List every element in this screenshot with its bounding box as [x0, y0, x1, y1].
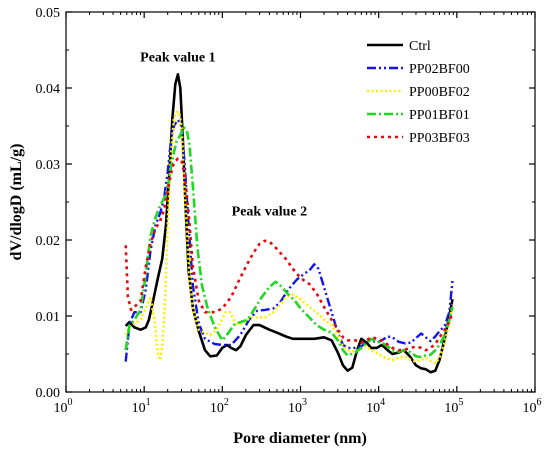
peak-annotation: Peak value 2 — [232, 205, 307, 220]
legend-label: PP03BF03 — [409, 131, 470, 146]
y-tick-label: 0.00 — [36, 386, 61, 401]
x-tick-label: 103 — [288, 397, 307, 416]
series-layer — [124, 73, 454, 374]
series-line-pp03bf03 — [124, 157, 454, 352]
x-tick-label: 100 — [54, 397, 73, 416]
x-tick-label: 102 — [210, 397, 229, 416]
y-tick-label: 0.04 — [36, 82, 61, 97]
y-axis-title: dV/dlogD (mL/g) — [8, 144, 25, 261]
y-tick-label: 0.05 — [36, 6, 61, 21]
annotation-layer: Peak value 1 Peak value 2 — [140, 50, 307, 219]
x-tick-label: 101 — [132, 397, 151, 416]
legend-label: PP01BF01 — [409, 108, 470, 123]
legend-label: Ctrl — [409, 39, 431, 54]
legend-label: PP02BF00 — [409, 62, 470, 77]
series-line-pp00bf02 — [124, 111, 454, 365]
x-axis-title: Pore diameter (nm) — [233, 430, 367, 447]
y-tick-label: 0.03 — [36, 158, 61, 173]
legend-label: PP00BF02 — [409, 85, 470, 100]
series-line-pp01bf01 — [124, 126, 454, 359]
peak-annotation: Peak value 1 — [140, 50, 215, 65]
x-tick-label: 104 — [366, 397, 385, 416]
y-tick-label: 0.01 — [36, 310, 61, 325]
x-tick-label: 105 — [444, 397, 463, 416]
x-tick-label: 106 — [523, 397, 542, 416]
legend: Ctrl PP02BF00 PP00BF02 PP01BF01 PP03BF03 — [367, 39, 470, 146]
series-line-pp02bf00 — [124, 118, 454, 362]
axis-layer: 100 101 102 103 104 105 106 0.00 0.01 0.02 0.03 0.0… — [36, 6, 542, 416]
y-tick-label: 0.02 — [36, 234, 61, 249]
